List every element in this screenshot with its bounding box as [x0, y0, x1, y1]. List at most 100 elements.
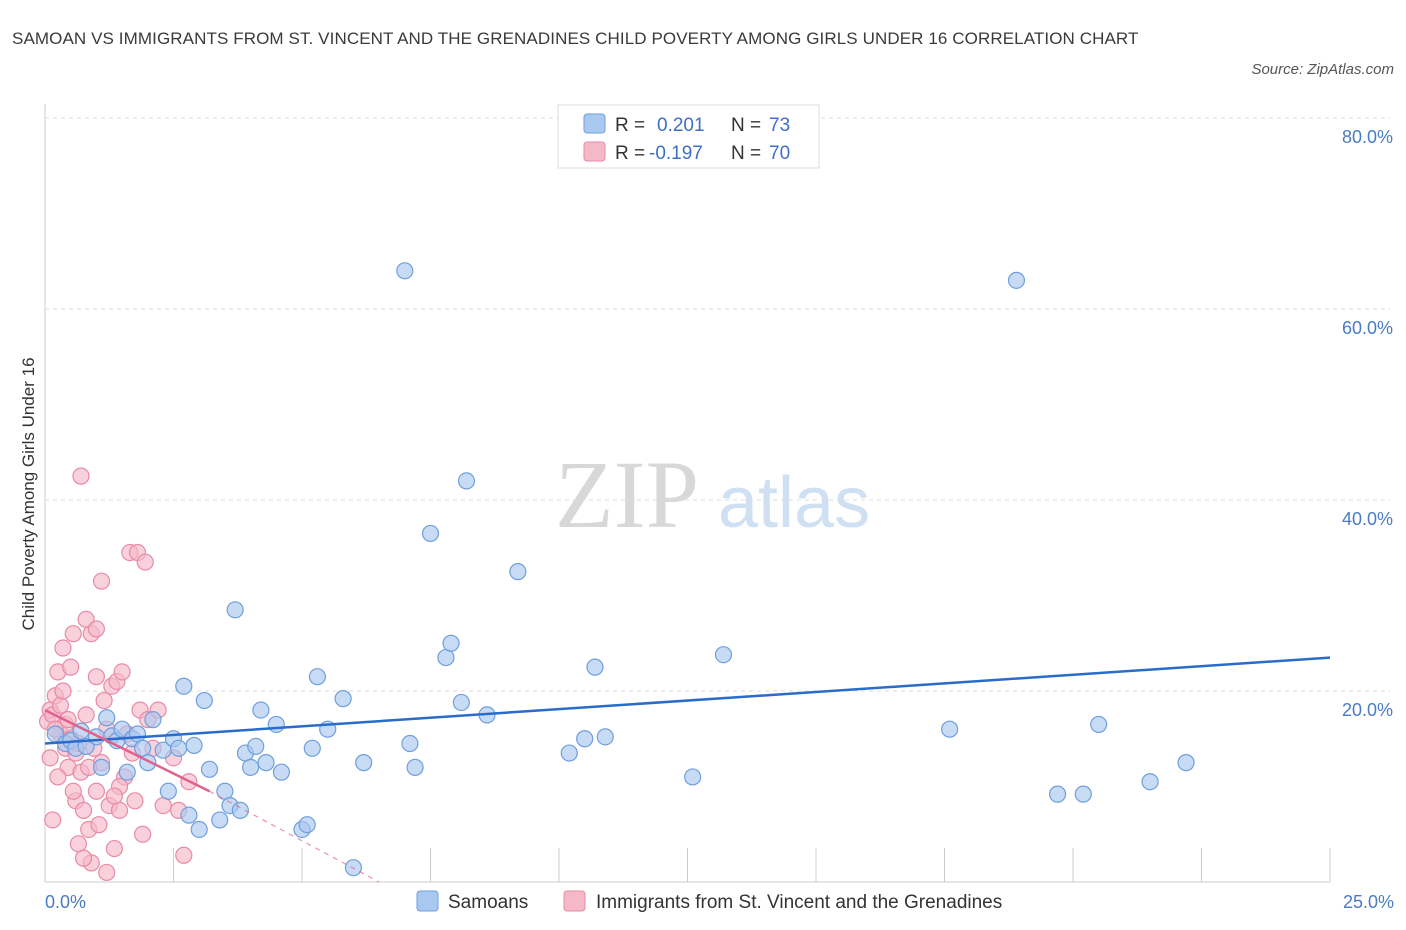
point-samoans-48	[396, 262, 414, 280]
trend-line-immigrants-extension	[209, 790, 380, 883]
point-immigrants-26	[87, 668, 106, 686]
point-immigrants-27	[87, 782, 106, 800]
point-samoans-31	[226, 601, 244, 619]
point-samoans-15	[134, 739, 152, 757]
x-tick-label-min: 0.0%	[45, 892, 86, 912]
legend-r-value-samoans: 0.201	[657, 115, 705, 136]
y-tick-labels: 20.0% 40.0% 60.0% 80.0%	[1342, 127, 1393, 720]
point-samoans-57	[509, 563, 527, 581]
point-samoans-55	[457, 472, 476, 490]
point-immigrants-57	[49, 768, 67, 786]
point-immigrants-31	[95, 691, 113, 710]
point-immigrants-58	[54, 682, 72, 700]
legend-swatch-immigrants	[583, 141, 606, 162]
point-immigrants-47	[136, 553, 154, 571]
point-samoans-35	[247, 737, 265, 755]
chart-title: SAMOAN VS IMMIGRANTS FROM ST. VINCENT AN…	[12, 29, 1139, 48]
point-samoans-22	[175, 677, 193, 695]
point-samoans-66	[1048, 785, 1067, 803]
point-samoans-25	[190, 820, 208, 839]
point-samoans-32	[231, 801, 249, 819]
point-samoans-26	[195, 691, 213, 710]
point-immigrants-62	[98, 863, 116, 882]
legend-r-label-immigrants: R =	[615, 143, 645, 164]
watermark-zip: ZIP	[555, 441, 699, 548]
point-samoans-41	[298, 816, 316, 834]
point-samoans-69	[1141, 773, 1159, 791]
point-samoans-49	[401, 734, 419, 753]
point-immigrants-54	[175, 846, 193, 864]
point-samoans-61	[596, 728, 614, 746]
point-immigrants-51	[154, 796, 172, 815]
point-samoans-63	[714, 646, 733, 664]
point-samoans-21	[170, 739, 188, 757]
point-samoans-34	[242, 758, 260, 777]
point-samoans-14	[128, 725, 147, 743]
point-samoans-59	[576, 730, 594, 748]
point-immigrants-68	[105, 787, 123, 805]
point-samoans-8	[98, 709, 116, 727]
point-samoans-64	[941, 720, 959, 738]
point-samoans-68	[1090, 715, 1108, 734]
bottom-legend-swatch-samoans	[416, 890, 439, 912]
point-samoans-23	[180, 806, 198, 824]
x-tick-label-max: 25.0%	[1343, 892, 1394, 912]
point-immigrants-21	[77, 706, 95, 724]
point-samoans-27	[200, 760, 219, 778]
point-samoans-17	[144, 711, 162, 729]
point-samoans-39	[272, 763, 291, 781]
point-immigrants-29	[92, 572, 111, 590]
point-immigrants-17	[72, 467, 90, 485]
point-samoans-53	[442, 634, 460, 652]
legend-swatch-samoans	[583, 113, 606, 134]
bottom-legend-label-samoans: Samoans	[448, 892, 528, 913]
point-samoans-62	[684, 768, 702, 786]
watermark-atlas: atlas	[718, 463, 870, 543]
point-immigrants-28	[90, 816, 108, 834]
legend-n-value-samoans: 73	[769, 115, 790, 136]
point-samoans-28	[211, 811, 229, 829]
point-samoans-24	[185, 736, 203, 755]
bottom-legend-label-immigrants: Immigrants from St. Vincent and the Gren…	[596, 892, 1002, 913]
series-legend: Samoans Immigrants from St. Vincent and …	[416, 890, 1002, 913]
point-samoans-51	[421, 524, 440, 543]
point-samoans-42	[303, 739, 321, 757]
point-immigrants-61	[87, 620, 106, 638]
legend-n-label-immigrants: N =	[731, 143, 761, 164]
point-samoans-47	[355, 754, 373, 772]
legend-r-value-immigrants: -0.197	[649, 143, 703, 164]
y-tick-label-80: 80.0%	[1342, 127, 1393, 147]
point-immigrants-59	[64, 782, 82, 800]
point-samoans-36	[252, 701, 270, 719]
point-samoans-37	[257, 754, 275, 772]
point-samoans-58	[560, 744, 578, 762]
point-immigrants-60	[74, 849, 93, 867]
point-immigrants-38	[113, 663, 131, 681]
series-samoans-points	[46, 262, 1195, 877]
point-immigrants-35	[105, 839, 123, 858]
point-samoans-38	[267, 715, 285, 734]
y-tick-label-20: 20.0%	[1342, 700, 1393, 720]
point-immigrants-43	[126, 792, 144, 810]
legend-n-value-immigrants: 70	[769, 143, 790, 164]
point-immigrants-56	[44, 811, 62, 829]
point-samoans-19	[159, 782, 177, 800]
point-immigrants-64	[41, 749, 59, 767]
gridlines	[45, 117, 1390, 692]
point-immigrants-6	[51, 696, 70, 714]
point-immigrants-13	[64, 625, 82, 643]
point-samoans-7	[92, 758, 111, 777]
source-label: Source: ZipAtlas.com	[1251, 61, 1394, 78]
point-immigrants-19	[74, 801, 93, 819]
point-samoans-70	[1177, 754, 1195, 772]
point-samoans-43	[308, 668, 327, 686]
legend-n-label-samoans: N =	[731, 115, 761, 136]
point-samoans-12	[118, 763, 136, 781]
point-samoans-54	[452, 693, 470, 712]
series-immigrants-points	[38, 467, 198, 882]
stats-legend: R = 0.201 N = 73 R = -0.197 N = 70	[557, 104, 820, 169]
point-samoans-50	[406, 758, 424, 777]
point-immigrants-37	[110, 801, 129, 819]
point-samoans-65	[1007, 271, 1026, 289]
bottom-legend-swatch-immigrants	[563, 890, 586, 912]
